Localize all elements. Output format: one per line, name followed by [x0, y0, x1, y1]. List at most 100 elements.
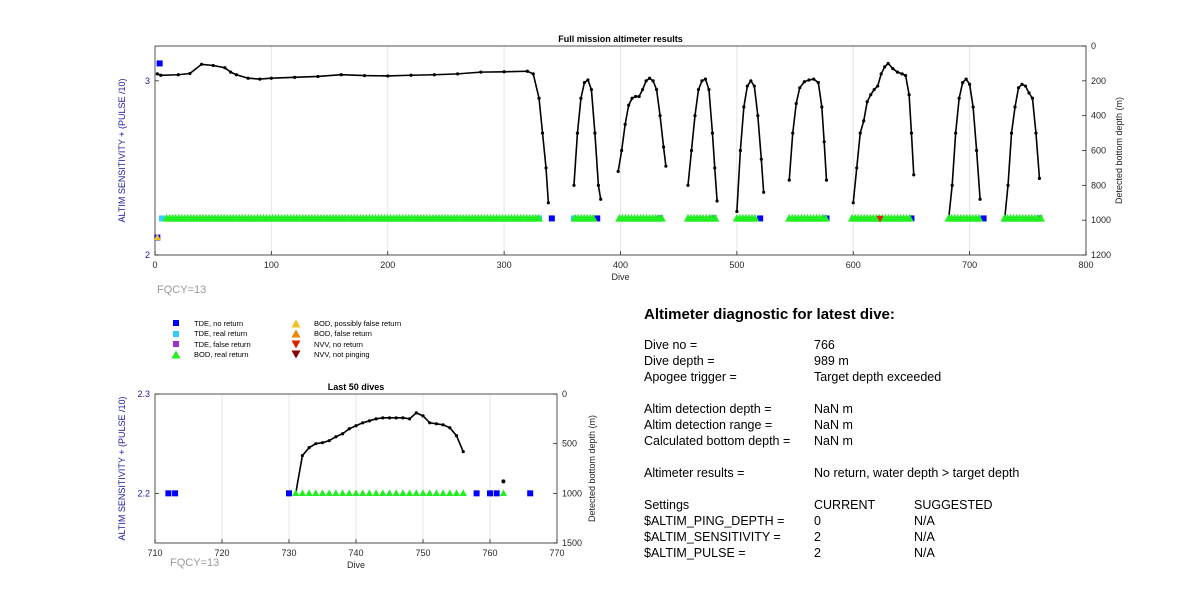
full-depth-point — [895, 70, 900, 74]
full-depth-point — [596, 183, 600, 187]
full-depth-point — [630, 96, 634, 100]
dive-depth-value: 989 m — [814, 354, 849, 368]
legend-marker-icon — [278, 329, 314, 338]
legend-marker-icon — [278, 340, 314, 349]
last50-triangle-up-marker — [352, 489, 360, 497]
full-depth-point — [693, 114, 697, 118]
full-depth-point — [223, 66, 227, 70]
full-bod-real-marker — [750, 213, 760, 222]
diagnostic-title: Altimeter diagnostic for latest dive: — [644, 306, 895, 323]
full-depth-point — [544, 166, 548, 170]
full-depth-point — [432, 73, 436, 77]
last50-depth-point — [307, 446, 311, 450]
full-depth-point — [658, 114, 662, 118]
last50-x-tick-label: 740 — [348, 548, 363, 558]
last50-x-tick-label: 720 — [214, 548, 229, 558]
full-depth-point — [620, 148, 624, 153]
full-depth-point — [886, 61, 890, 66]
full-depth-point — [199, 62, 204, 66]
full-depth-point — [159, 73, 163, 77]
full-triangle-up-marker — [153, 233, 161, 241]
calculated-bottom-depth-label: Calculated bottom depth = — [644, 434, 791, 448]
last50-x-tick-label: 770 — [549, 548, 564, 558]
last50-title: Last 50 dives — [328, 382, 385, 392]
full-depth-point — [664, 164, 668, 168]
full-x-tick-label: 100 — [264, 260, 279, 270]
altimeter-results-value: No return, water depth > target depth — [814, 466, 1020, 480]
full-depth-point — [654, 87, 659, 92]
full-depth-point — [644, 79, 648, 83]
last50-triangle-up-marker — [419, 489, 427, 497]
full-depth-point — [627, 103, 631, 107]
full-depth-point — [1023, 84, 1028, 88]
full-x-tick-label: 700 — [962, 260, 977, 270]
legend-item: BOD, possibly false return — [278, 318, 401, 328]
full-triangle-down-marker — [876, 215, 884, 223]
full-depth-point — [1013, 105, 1017, 109]
full-depth-point — [582, 80, 587, 85]
altim-detection-range-label: Altim detection range = — [644, 418, 773, 432]
last50-triangle-up-marker — [459, 489, 467, 497]
full-depth-point — [1009, 131, 1014, 135]
full-depth-point — [971, 105, 975, 109]
setting-current: 0 — [814, 514, 821, 528]
full-depth-line — [947, 77, 981, 219]
full-depth-point — [546, 201, 550, 205]
legend-item: TDE, false return — [158, 339, 251, 349]
full-depth-point — [599, 197, 603, 201]
full-depth-point — [455, 72, 460, 76]
full-depth-point — [745, 84, 749, 88]
settings-current-header: CURRENT — [814, 498, 876, 512]
last50-triangle-up-marker — [339, 489, 347, 497]
full-x-tick-label: 300 — [497, 260, 512, 270]
full-depth-point — [822, 140, 826, 144]
altimeter-results-row: Altimeter results = No return, water dep… — [644, 465, 1184, 481]
full-y-tick-label: 3 — [145, 76, 150, 86]
legend-item: TDE, real return — [158, 329, 247, 339]
legend-label: TDE, real return — [194, 329, 248, 338]
last50-y2-tick-label: 500 — [562, 439, 577, 449]
legend-label: TDE, no return — [194, 318, 244, 328]
full-depth-point — [957, 96, 961, 100]
legend-label: BOD, possibly false return — [314, 318, 402, 328]
full-depth-point — [502, 70, 506, 74]
full-y2-axis-label: Detected bottom depth (m) — [1114, 97, 1124, 204]
last50-x-axis-label: Dive — [347, 560, 365, 570]
last50-square-marker — [473, 490, 480, 497]
last50-square-marker — [527, 490, 534, 497]
legend-item: NVV, not pinging — [278, 350, 370, 360]
altimeter-results-label: Altimeter results = — [644, 466, 745, 480]
last50-triangle-up-marker — [446, 489, 454, 497]
setting-row-sensitivity: $ALTIM_SENSITIVITY = 2 N/A — [644, 529, 1184, 545]
full-depth-point — [689, 148, 694, 153]
full-depth-point — [807, 78, 811, 82]
full-depth-point — [802, 80, 806, 84]
full-depth-point — [954, 131, 958, 135]
setting-name: $ALTIM_PULSE = — [644, 546, 746, 560]
legend-marker-icon — [278, 319, 314, 328]
full-depth-point — [623, 122, 627, 126]
last50-x-tick-label: 750 — [415, 548, 430, 558]
full-depth-point — [707, 87, 711, 92]
full-y-tick-label: 2 — [145, 250, 150, 260]
full-depth-point — [188, 71, 192, 76]
full-bod-real-marker — [905, 213, 914, 222]
full-depth-point — [637, 94, 641, 99]
full-depth-point — [651, 79, 655, 83]
last50-depth-point — [421, 414, 425, 418]
full-depth-point — [1027, 91, 1031, 95]
full-depth-line — [687, 77, 718, 202]
full-depth-point — [1006, 183, 1010, 187]
full-depth-point — [858, 131, 862, 135]
setting-current: 2 — [814, 546, 821, 560]
last50-depth-point — [387, 416, 392, 420]
last50-triangle-up-marker — [412, 489, 420, 497]
last50-triangle-up-marker — [439, 489, 447, 497]
altimeter-diagnostic-panel: Altimeter diagnostic for latest dive: Di… — [644, 306, 1184, 561]
full-y2-tick-label: 600 — [1091, 146, 1106, 156]
full-x-tick-label: 800 — [1078, 260, 1093, 270]
full-depth-point — [1034, 131, 1038, 135]
full-y2-tick-label: 1200 — [1091, 250, 1111, 260]
full-depth-point — [883, 65, 887, 69]
setting-suggested: N/A — [914, 546, 935, 560]
